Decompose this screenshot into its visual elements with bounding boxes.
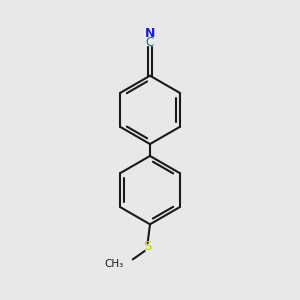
Text: CH₃: CH₃ xyxy=(105,260,124,269)
Text: C: C xyxy=(146,36,154,49)
Text: N: N xyxy=(145,27,155,40)
Text: S: S xyxy=(143,240,152,253)
